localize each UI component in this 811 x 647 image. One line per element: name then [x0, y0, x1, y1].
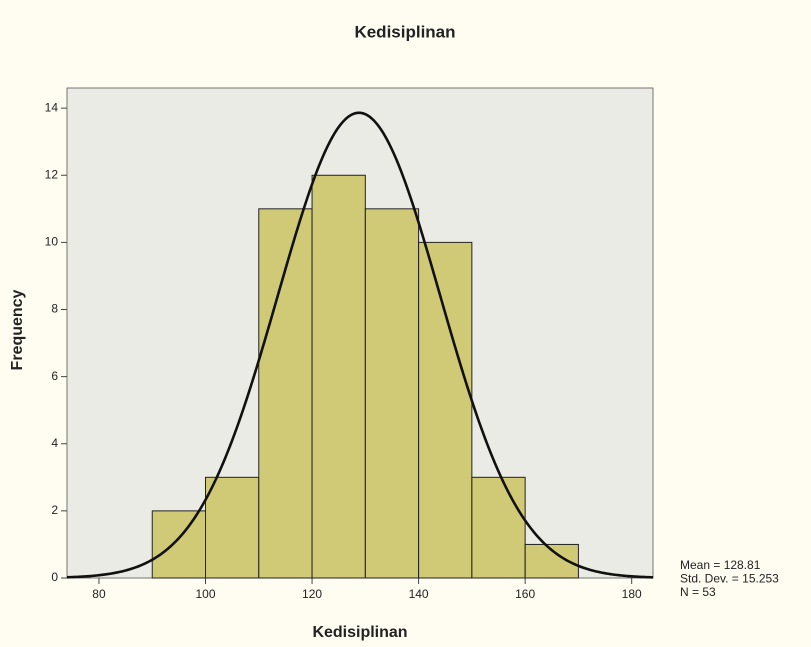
bar — [151, 510, 207, 579]
y-tick-label: 12 — [45, 167, 59, 181]
y-tick-label: 14 — [45, 100, 59, 114]
stat-label: N = 53 — [680, 585, 716, 599]
y-tick-label: 0 — [51, 570, 58, 584]
stat-label: Mean = 128.81 — [680, 558, 761, 572]
bar — [418, 241, 473, 579]
stat-label: Std. Dev. = 15.253 — [680, 572, 779, 586]
y-tick-label: 8 — [51, 302, 58, 316]
x-tick-label: 160 — [515, 587, 535, 601]
bar — [311, 174, 366, 579]
x-tick-label: 180 — [622, 587, 642, 601]
bar — [258, 208, 313, 579]
x-axis-label: Kedisiplinan — [312, 624, 407, 641]
y-tick-label: 2 — [51, 503, 58, 517]
bar — [364, 208, 420, 579]
chart-title: Kedisiplinan — [354, 22, 455, 41]
x-tick-label: 120 — [302, 587, 322, 601]
x-tick-label: 80 — [92, 587, 106, 601]
y-tick-label: 10 — [45, 235, 59, 249]
y-tick-label: 4 — [51, 436, 58, 450]
y-tick-label: 6 — [51, 369, 58, 383]
x-tick-label: 100 — [195, 587, 215, 601]
x-tick-label: 140 — [409, 587, 429, 601]
normal-curve — [66, 111, 654, 579]
y-axis-label: Frequency — [9, 289, 26, 370]
bar — [471, 476, 526, 579]
bar — [205, 476, 260, 579]
